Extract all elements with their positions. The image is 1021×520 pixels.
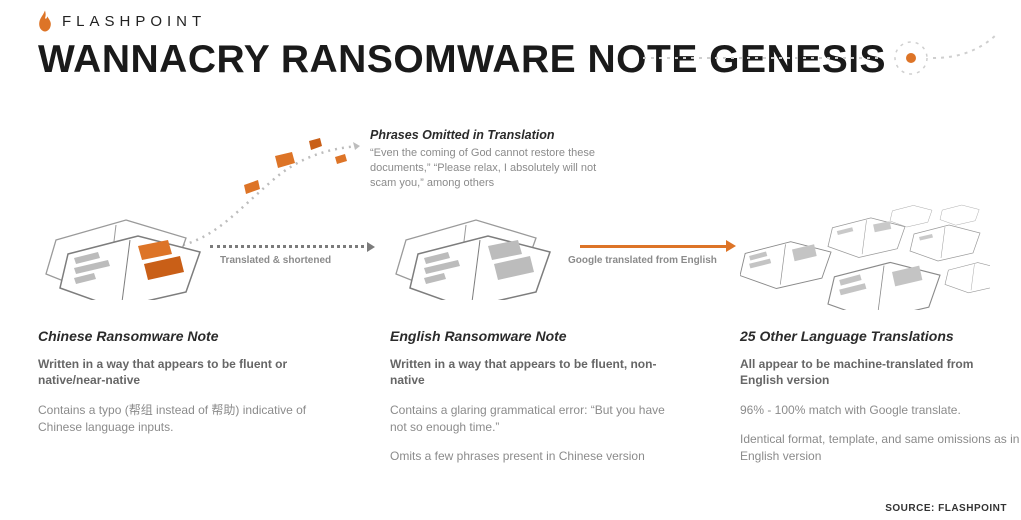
column-chinese: Chinese Ransomware Note Written in a way… xyxy=(38,200,318,436)
omitted-body: “Even the coming of God cannot restore t… xyxy=(370,146,620,191)
col-lead: Written in a way that appears to be flue… xyxy=(390,356,670,388)
col-body: Contains a glaring grammatical error: “B… xyxy=(390,402,670,436)
corner-decoration xyxy=(643,28,1003,88)
col-body: 96% - 100% match with Google translate. xyxy=(740,402,1020,419)
col-body: Omits a few phrases present in Chinese v… xyxy=(390,448,670,465)
source-footer: SOURCE: FLASHPOINT xyxy=(885,503,1007,514)
brand-header: FLASHPOINT xyxy=(38,10,206,32)
col-lead: All appear to be machine-translated from… xyxy=(740,356,1020,388)
col-body: Contains a typo (帮组 instead of 帮助) indic… xyxy=(38,402,318,436)
fragment-icon xyxy=(275,152,295,168)
fragment-icon xyxy=(308,138,322,150)
brand-text: FLASHPOINT xyxy=(62,13,206,30)
col-title: Chinese Ransomware Note xyxy=(38,328,318,344)
chinese-note-graphic xyxy=(38,200,318,300)
col-title: English Ransomware Note xyxy=(390,328,670,344)
english-note-graphic xyxy=(390,200,670,300)
translations-graphic xyxy=(740,200,1020,300)
flame-icon xyxy=(38,10,52,32)
connector-label: Translated & shortened xyxy=(220,255,331,266)
column-english: English Ransomware Note Written in a way… xyxy=(390,200,670,465)
omitted-phrases-callout: Phrases Omitted in Translation “Even the… xyxy=(370,128,620,191)
col-lead: Written in a way that appears to be flue… xyxy=(38,356,318,388)
omitted-title: Phrases Omitted in Translation xyxy=(370,128,620,142)
column-other-languages: 25 Other Language Translations All appea… xyxy=(740,200,1020,465)
connector-translated: Translated & shortened xyxy=(210,245,370,248)
col-title: 25 Other Language Translations xyxy=(740,328,1020,344)
fragment-icon xyxy=(242,180,260,194)
connector-label: Google translated from English xyxy=(568,255,717,266)
col-body: Identical format, template, and same omi… xyxy=(740,431,1020,465)
fragment-icon xyxy=(335,154,347,164)
connector-google-translate: Google translated from English xyxy=(580,245,730,248)
